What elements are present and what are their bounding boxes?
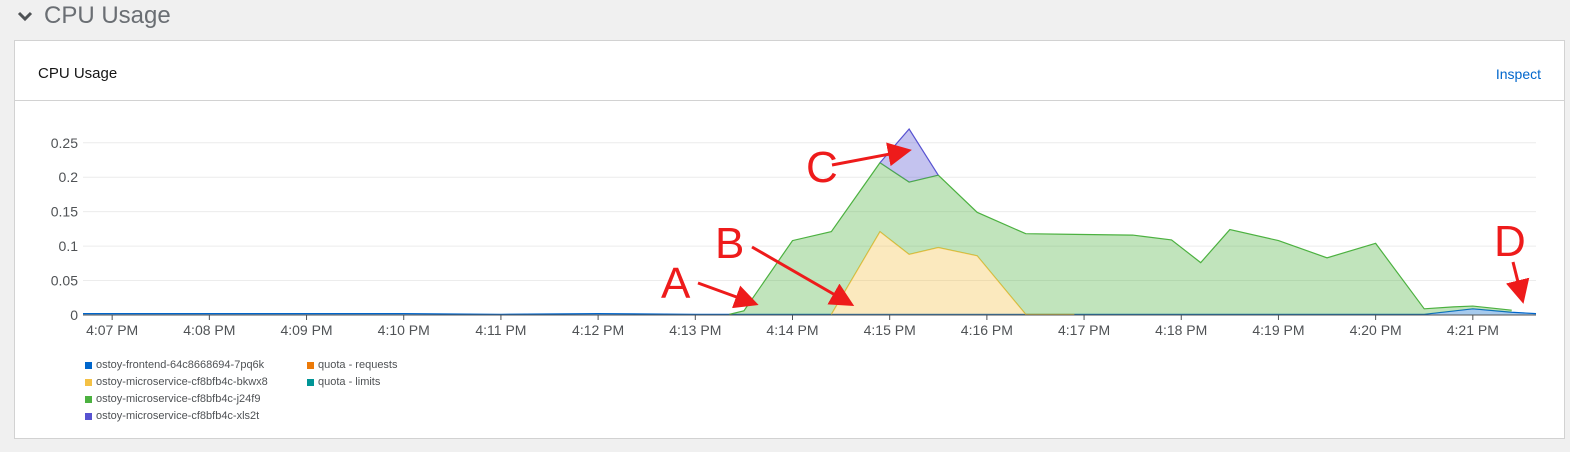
annotation-b: B bbox=[715, 219, 744, 268]
x-tick-label: 4:18 PM bbox=[1155, 322, 1207, 338]
card-title: CPU Usage bbox=[38, 65, 118, 82]
y-axis: 0 0.05 0.1 0.15 0.2 0.25 bbox=[51, 135, 1536, 323]
legend-item-xls2t[interactable]: ostoy-microservice-cf8bfb4c-xls2t bbox=[85, 410, 259, 422]
x-tick-label: 4:11 PM bbox=[475, 322, 526, 338]
y-tick-label: 0.15 bbox=[51, 204, 78, 220]
legend-label: ostoy-microservice-cf8bfb4c-xls2t bbox=[96, 410, 260, 422]
legend-item-quota-requests[interactable]: quota - requests bbox=[307, 359, 398, 371]
x-tick-label: 4:21 PM bbox=[1447, 322, 1499, 338]
legend-swatch bbox=[85, 361, 92, 369]
y-tick-label: 0.2 bbox=[59, 169, 79, 185]
y-tick-label: 0.1 bbox=[59, 238, 79, 254]
x-tick-label: 4:08 PM bbox=[183, 322, 235, 338]
x-tick-label: 4:20 PM bbox=[1350, 322, 1402, 338]
chevron-down-icon[interactable] bbox=[16, 7, 34, 25]
x-tick-label: 4:07 PM bbox=[86, 322, 138, 338]
legend-swatch bbox=[85, 395, 92, 403]
legend-swatch bbox=[307, 378, 314, 386]
x-tick-label: 4:17 PM bbox=[1058, 322, 1110, 338]
section-title: CPU Usage bbox=[44, 2, 171, 29]
x-tick-label: 4:15 PM bbox=[864, 322, 916, 338]
section-header[interactable]: CPU Usage bbox=[16, 0, 171, 32]
arrow-c bbox=[831, 142, 912, 167]
line-ostoy-microservice-cf8bfb4c-j24f9 bbox=[729, 161, 1512, 315]
legend-label: ostoy-microservice-cf8bfb4c-bkwx8 bbox=[96, 376, 268, 388]
x-tick-label: 4:10 PM bbox=[378, 322, 430, 338]
legend-item-frontend[interactable]: ostoy-frontend-64c8668694-7pq6k bbox=[85, 359, 264, 371]
y-tick-label: 0.05 bbox=[51, 273, 78, 289]
x-tick-label: 4:09 PM bbox=[280, 322, 332, 338]
annotation-d: D bbox=[1494, 217, 1526, 266]
legend-swatch bbox=[85, 412, 92, 420]
x-tick-label: 4:14 PM bbox=[766, 322, 818, 338]
cpu-usage-chart: 0 0.05 0.1 0.15 0.2 0.25 4:07 PM 4:08 PM 4:09 P… bbox=[51, 127, 1537, 338]
arrow-d bbox=[1505, 261, 1530, 304]
annotation-a: A bbox=[661, 259, 691, 308]
legend-label: quota - limits bbox=[318, 376, 381, 388]
card-header: CPU Usage Inspect bbox=[15, 41, 1564, 101]
legend-item-bkwx8[interactable]: ostoy-microservice-cf8bfb4c-bkwx8 bbox=[85, 376, 268, 388]
legend-item-j24f9[interactable]: ostoy-microservice-cf8bfb4c-j24f9 bbox=[85, 393, 260, 405]
line-ostoy-frontend-64c8668694-7pq6k bbox=[83, 308, 1537, 315]
cpu-usage-card: CPU Usage Inspect 0 0.05 0.1 0.15 0.2 0.25 4:… bbox=[14, 40, 1565, 439]
annotations: A B C D bbox=[661, 142, 1530, 309]
legend-item-quota-limits[interactable]: quota - limits bbox=[307, 376, 380, 388]
x-tick-label: 4:12 PM bbox=[572, 322, 624, 338]
chart-areas bbox=[83, 127, 1537, 315]
legend-swatch bbox=[307, 361, 314, 369]
x-axis: 4:07 PM 4:08 PM 4:09 PM 4:10 PM 4:11 PM 4:12 … bbox=[86, 315, 1499, 338]
arrow-a bbox=[697, 281, 759, 309]
inspect-link[interactable]: Inspect bbox=[1495, 66, 1541, 82]
y-tick-label: 0.25 bbox=[51, 135, 78, 151]
annotation-c: C bbox=[806, 143, 838, 192]
area-ostoy-microservice-cf8bfb4c-bkwx8 bbox=[831, 231, 1075, 315]
legend-label: ostoy-microservice-cf8bfb4c-j24f9 bbox=[96, 393, 261, 405]
legend-label: ostoy-frontend-64c8668694-7pq6k bbox=[96, 359, 265, 371]
area-ostoy-microservice-cf8bfb4c-j24f9 bbox=[729, 162, 1512, 315]
legend-label: quota - requests bbox=[318, 359, 398, 371]
arrow-b bbox=[751, 245, 855, 306]
x-tick-label: 4:16 PM bbox=[961, 322, 1013, 338]
y-tick-label: 0 bbox=[70, 307, 78, 323]
line-ostoy-microservice-cf8bfb4c-bkwx8 bbox=[830, 230, 1075, 315]
legend-swatch bbox=[85, 378, 92, 386]
x-tick-label: 4:19 PM bbox=[1252, 322, 1304, 338]
x-tick-label: 4:13 PM bbox=[669, 322, 721, 338]
